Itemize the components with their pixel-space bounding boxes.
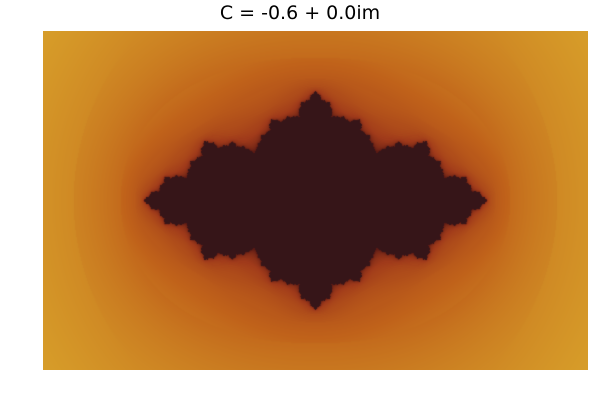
julia-set-image xyxy=(43,31,588,370)
plot-title: C = -0.6 + 0.0im xyxy=(219,2,381,24)
